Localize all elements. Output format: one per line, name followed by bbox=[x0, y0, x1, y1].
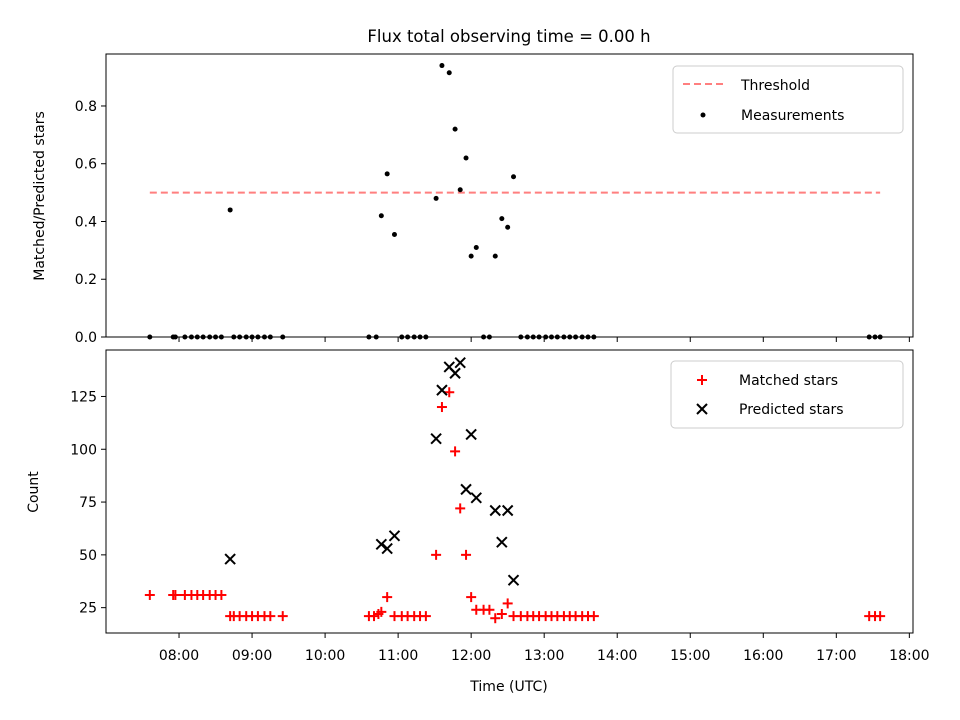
bottom-x-tick-label: 16:00 bbox=[743, 648, 783, 664]
bottom-x-tick-label: 09:00 bbox=[232, 648, 272, 664]
bottom-x-tick-label: 15:00 bbox=[670, 648, 710, 664]
matched-star-point bbox=[875, 611, 886, 622]
bottom-x-tick-label: 13:00 bbox=[524, 648, 564, 664]
measurement-point bbox=[505, 224, 511, 230]
matched-star-point bbox=[588, 611, 599, 622]
bottom-legend: Matched stars Predicted stars bbox=[670, 360, 904, 429]
predicted-star-point bbox=[436, 384, 448, 396]
measurement-point bbox=[446, 70, 452, 76]
predicted-star-point bbox=[388, 530, 401, 542]
measurement-point bbox=[384, 171, 390, 177]
measurement-point bbox=[468, 253, 474, 259]
legend-measurements-swatch bbox=[700, 112, 706, 118]
predicted-star-point bbox=[375, 538, 388, 551]
bottom-panel: 25 50 75 100 125 08:00 09:00 10:00 11:00 12:00 13… bbox=[26, 349, 930, 695]
measurement-point bbox=[378, 213, 384, 219]
matched-star-point bbox=[265, 611, 276, 622]
top-y-axis-label: Matched/Predicted stars bbox=[32, 111, 48, 281]
matched-star-point bbox=[455, 503, 466, 514]
bottom-y-tick-label: 100 bbox=[70, 442, 97, 458]
matched-star-point bbox=[444, 387, 455, 398]
bottom-plot-area bbox=[144, 356, 886, 624]
predicted-star-point bbox=[507, 574, 520, 586]
matched-star-point bbox=[277, 611, 288, 622]
legend-threshold-label: Threshold bbox=[740, 78, 810, 94]
matched-star-point bbox=[420, 611, 431, 622]
predicted-star-point bbox=[449, 367, 461, 379]
measurement-point bbox=[473, 244, 479, 250]
top-y-tick-label: 0.6 bbox=[75, 157, 97, 173]
measurement-point bbox=[511, 174, 517, 180]
measurement-point bbox=[433, 195, 439, 201]
bottom-y-tick-label: 25 bbox=[79, 601, 97, 617]
matched-star-point bbox=[436, 402, 447, 413]
bottom-y-tick-label: 75 bbox=[79, 495, 97, 511]
top-legend: Threshold Measurements bbox=[672, 65, 904, 134]
legend-measurements-label: Measurements bbox=[741, 108, 844, 124]
bottom-y-axis: 25 50 75 100 125 bbox=[70, 389, 106, 617]
measurement-point bbox=[499, 216, 505, 222]
bottom-x-tick-label: 17:00 bbox=[816, 648, 856, 664]
bottom-x-tick-label: 08:00 bbox=[159, 648, 199, 664]
matched-star-point bbox=[144, 589, 155, 600]
bottom-y-tick-label: 50 bbox=[79, 548, 97, 564]
bottom-x-axis-label: Time (UTC) bbox=[469, 679, 547, 695]
predicted-star-point bbox=[454, 356, 466, 369]
predicted-star-point bbox=[470, 492, 482, 504]
measurement-point bbox=[463, 155, 469, 161]
matched-star-point bbox=[466, 592, 477, 603]
predicted-star-point bbox=[460, 483, 472, 496]
predicted-star-point bbox=[430, 432, 442, 445]
top-legend-box bbox=[672, 65, 904, 134]
top-axes-frame bbox=[105, 53, 914, 338]
bottom-x-tick-label: 18:00 bbox=[889, 648, 929, 664]
matched-star-point bbox=[484, 604, 495, 615]
top-y-tick-label: 0.2 bbox=[75, 272, 97, 288]
bottom-legend-box bbox=[670, 360, 904, 429]
matched-star-point bbox=[431, 549, 442, 560]
measurement-point bbox=[391, 231, 397, 237]
matched-star-point bbox=[496, 608, 507, 619]
matched-star-point bbox=[376, 606, 387, 617]
matched-star-point bbox=[216, 589, 227, 600]
legend-matched-label: Matched stars bbox=[739, 373, 838, 389]
legend-predicted-swatch bbox=[696, 403, 708, 415]
bottom-x-axis: 08:00 09:00 10:00 11:00 12:00 13:00 14:00 15:00… bbox=[159, 633, 930, 664]
bottom-y-tick-label: 125 bbox=[70, 389, 97, 405]
measurement-point bbox=[439, 63, 445, 69]
top-y-tick-label: 0.4 bbox=[75, 214, 97, 230]
matched-star-point bbox=[502, 598, 513, 609]
legend-matched-swatch bbox=[697, 375, 707, 385]
measurement-point bbox=[457, 187, 463, 193]
bottom-x-tick-label: 12:00 bbox=[451, 648, 491, 664]
matched-star-point bbox=[369, 611, 380, 622]
top-y-tick-label: 0.0 bbox=[75, 330, 97, 346]
bottom-x-tick-label: 11:00 bbox=[378, 648, 418, 664]
measurement-point bbox=[452, 126, 458, 132]
predicted-star-point bbox=[381, 542, 393, 555]
measurement-point bbox=[227, 207, 233, 213]
bottom-x-tick-label: 14:00 bbox=[597, 648, 637, 664]
bottom-x-tick-label: 10:00 bbox=[305, 648, 345, 664]
top-y-tick-label: 0.8 bbox=[75, 99, 97, 115]
predicted-star-point bbox=[465, 428, 477, 441]
top-y-axis: 0.0 0.2 0.4 0.6 0.8 bbox=[75, 99, 106, 346]
measurement-point bbox=[492, 253, 498, 259]
top-chart-title: Flux total observing time = 0.00 h bbox=[367, 27, 650, 46]
top-x-ticks bbox=[178, 337, 910, 342]
matched-star-point bbox=[170, 589, 181, 600]
top-panel: Flux total observing time = 0.00 h 0.00.… bbox=[32, 27, 914, 346]
matched-star-point bbox=[450, 446, 461, 457]
predicted-star-point bbox=[489, 504, 501, 517]
predicted-star-point bbox=[496, 536, 508, 548]
predicted-star-point bbox=[501, 504, 514, 517]
matched-star-point bbox=[490, 613, 501, 624]
bottom-y-axis-label: Count bbox=[26, 471, 42, 513]
bottom-axes-frame bbox=[105, 349, 914, 634]
predicted-star-point bbox=[224, 553, 236, 565]
matched-star-point bbox=[461, 549, 472, 560]
legend-predicted-label: Predicted stars bbox=[739, 402, 844, 418]
matched-star-point bbox=[382, 592, 393, 603]
